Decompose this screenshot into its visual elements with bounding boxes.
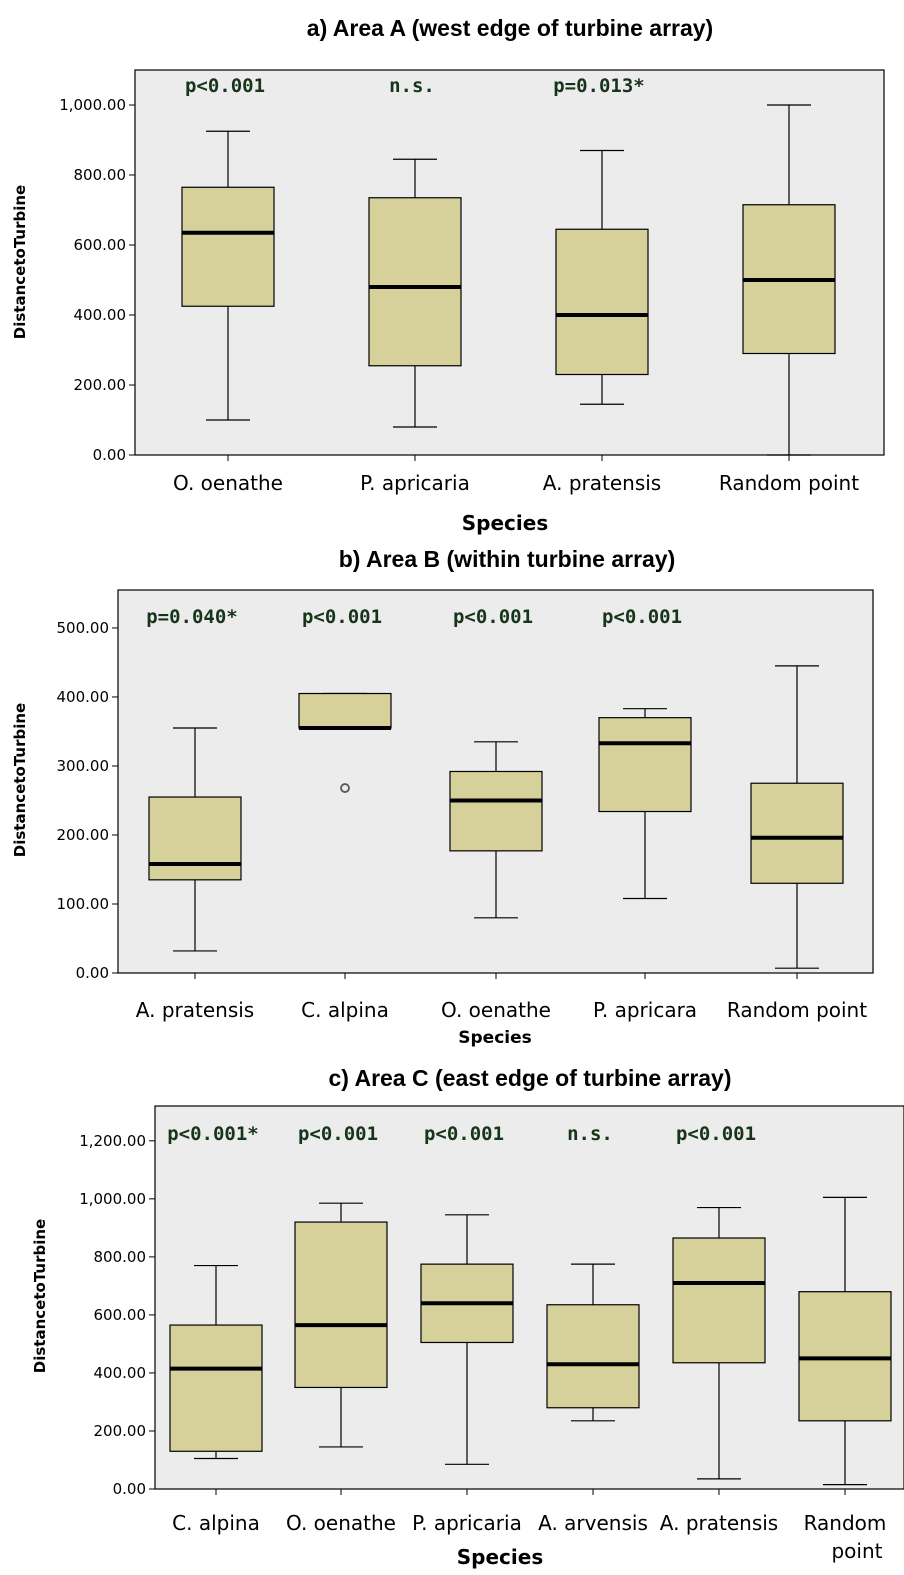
panel-b-category-label: Random point [727,998,867,1022]
panel-a-y-axis-label: DistancetoTurbine [11,185,29,339]
panel-b-y-tick-label: 300.00 [57,757,110,775]
panel-c-plot: 0.00 200.00 400.00 600.00 800.00 1,000.00 1,20… [79,1105,904,1563]
panel-b-y-tick-label: 200.00 [57,826,110,844]
panel-c-y-tick-label: 1,200.00 [79,1132,146,1150]
panel-c-significance-label: n.s. [567,1123,613,1145]
panel-b-y-tick-label: 100.00 [57,895,110,913]
panel-a-y-tick-label: 800.00 [74,166,127,184]
panel-a-title: a) Area A (west edge of turbine array) [307,15,713,41]
panel-c-significance-label: p<0.001 [298,1123,378,1145]
panel-b-box [449,770,543,852]
panel-c-x-axis-label: Species [457,1545,543,1569]
panel-a-y-tick-label: 600.00 [74,236,127,254]
panel-c-y-tick-label: 1,000.00 [79,1190,146,1208]
panel-a-category-label: A. pratensis [543,471,661,495]
panel-a-y-tick-label: 400.00 [74,306,127,324]
panel-b-y-tick-label: 400.00 [57,688,110,706]
panel-c-category-label: C. alpina [172,1511,260,1535]
panel-b-y-axis-label: DistancetoTurbine [11,703,29,857]
panel-b-outlier-point [340,783,350,793]
panel-c-significance-label: p<0.001* [167,1123,259,1145]
panel-b-plot: 0.00 100.00 200.00 300.00 400.00 500.00 A. pra… [57,589,874,1022]
panel-b-significance-label: p=0.040* [146,606,238,628]
panel-c-y-tick-label: 200.00 [94,1422,147,1440]
panel-c-category-label: A. arvensis [538,1511,648,1535]
panel-c-y-tick-label: 600.00 [94,1306,147,1324]
panel-b-y-tick-label: 0.00 [76,964,109,982]
panel-a-category-label: O. oenathe [173,471,283,495]
panel-b-box [298,692,392,729]
panel-a-category-label: Random point [719,471,859,495]
panel-c-y-tick-label: 800.00 [94,1248,147,1266]
panel-b-category-label: O. oenathe [441,998,551,1022]
panel-c-significance-label: p<0.001 [424,1123,504,1145]
panel-c-category-label: point [831,1539,882,1563]
panel-a-y-tick-label: 0.00 [93,446,126,464]
panel-b-box [598,717,692,813]
panel-b-significance-label: p<0.001 [602,606,682,628]
panel-a-significance-label: n.s. [389,75,435,97]
panel-c-box [672,1237,766,1364]
panel-a-box [181,186,275,307]
panel-b-box [148,796,242,881]
panel-b-significance-label: p<0.001 [453,606,533,628]
panel-a-box [555,228,649,376]
panel-b-box [750,782,844,884]
panel-a-x-axis-label: Species [462,511,548,535]
panel-b-title: b) Area B (within turbine array) [339,546,676,572]
panel-a-plot: 0.00 200.00 400.00 600.00 800.00 1,000.00 O. o… [59,69,885,495]
panel-c-y-axis-label: DistancetoTurbine [31,1219,49,1373]
panel-c-box [798,1291,892,1422]
panel-a-category-label: P. apricaria [360,471,470,495]
panel-c-significance-label: p<0.001 [676,1123,756,1145]
panel-a-y-tick-label: 1,000.00 [59,96,126,114]
panel-c-category-label: O. oenathe [286,1511,396,1535]
panel-c-category-label: P. apricaria [412,1511,522,1535]
panel-c-box [294,1221,388,1389]
panel-b-category-label: C. alpina [301,998,389,1022]
panel-c-y-tick-label: 400.00 [94,1364,147,1382]
panel-b-category-label: A. pratensis [136,998,254,1022]
panel-a-y-tick-label: 200.00 [74,376,127,394]
panel-c-box [169,1324,263,1452]
panel-a-significance-label: p<0.001 [185,75,265,97]
panel-c-y-tick-label: 0.00 [113,1480,146,1498]
panel-c-category-label: Random [804,1511,887,1535]
panel-c-title: c) Area C (east edge of turbine array) [328,1065,731,1091]
panel-a-significance-label: p=0.013* [553,75,645,97]
panel-b-significance-label: p<0.001 [302,606,382,628]
panel-b-category-label: P. apricara [593,998,697,1022]
panel-b-y-tick-label: 500.00 [57,619,110,637]
panel-b-x-axis-label: Species [458,1028,532,1048]
panel-c-plot-area [154,1105,904,1490]
panel-a-box [368,197,462,367]
panel-c-category-label: A. pratensis [660,1511,778,1535]
panel-c-box [546,1304,640,1409]
